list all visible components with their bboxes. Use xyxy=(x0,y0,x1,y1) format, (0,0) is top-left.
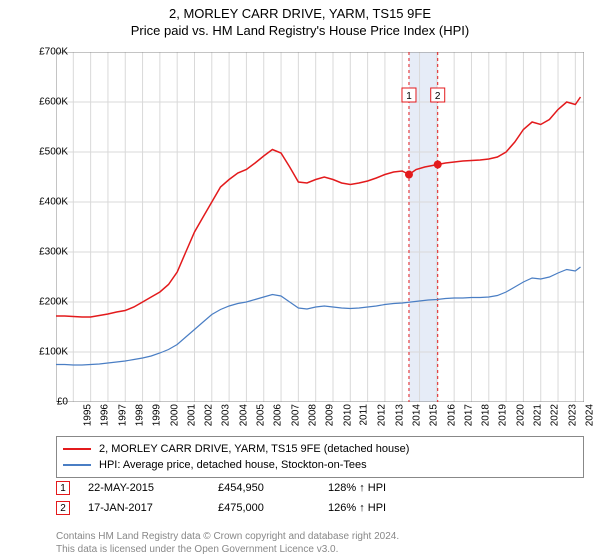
legend-row-property: 2, MORLEY CARR DRIVE, YARM, TS15 9FE (de… xyxy=(63,441,577,457)
svg-text:2: 2 xyxy=(435,91,441,102)
x-tick-label: 1999 xyxy=(151,404,162,426)
sale-pct-1: 128% ↑ HPI xyxy=(328,482,448,494)
sale-date-2: 17-JAN-2017 xyxy=(88,502,218,514)
y-tick-label: £700K xyxy=(16,47,68,58)
x-tick-label: 2000 xyxy=(169,404,180,426)
y-tick-label: £100K xyxy=(16,347,68,358)
sales-table: 1 22-MAY-2015 £454,950 128% ↑ HPI 2 17-J… xyxy=(56,478,448,518)
x-tick-label: 2020 xyxy=(515,404,526,426)
x-tick-label: 1997 xyxy=(117,404,128,426)
x-tick-label: 1998 xyxy=(134,404,145,426)
title-address: 2, MORLEY CARR DRIVE, YARM, TS15 9FE xyxy=(0,6,600,23)
sale-pct-2: 126% ↑ HPI xyxy=(328,502,448,514)
x-tick-label: 2001 xyxy=(186,404,197,426)
x-tick-label: 2012 xyxy=(377,404,388,426)
title-block: 2, MORLEY CARR DRIVE, YARM, TS15 9FE Pri… xyxy=(0,0,600,40)
sale-marker-1: 1 xyxy=(56,481,70,495)
x-tick-label: 2014 xyxy=(411,404,422,426)
legend-label-property: 2, MORLEY CARR DRIVE, YARM, TS15 9FE (de… xyxy=(99,443,409,455)
x-tick-label: 2002 xyxy=(203,404,214,426)
x-tick-label: 2022 xyxy=(550,404,561,426)
x-tick-label: 2008 xyxy=(307,404,318,426)
x-tick-label: 2009 xyxy=(325,404,336,426)
x-tick-label: 1995 xyxy=(82,404,93,426)
x-tick-label: 2006 xyxy=(273,404,284,426)
y-tick-label: £500K xyxy=(16,147,68,158)
legend-box: 2, MORLEY CARR DRIVE, YARM, TS15 9FE (de… xyxy=(56,436,584,478)
svg-text:1: 1 xyxy=(406,91,412,102)
x-tick-label: 2007 xyxy=(290,404,301,426)
x-tick-label: 2017 xyxy=(463,404,474,426)
x-tick-label: 2019 xyxy=(498,404,509,426)
x-tick-label: 2004 xyxy=(238,404,249,426)
footer-line1: Contains HM Land Registry data © Crown c… xyxy=(56,531,399,544)
y-tick-label: £400K xyxy=(16,197,68,208)
x-tick-label: 2021 xyxy=(532,404,543,426)
x-tick-label: 1996 xyxy=(100,404,111,426)
title-subtitle: Price paid vs. HM Land Registry's House … xyxy=(0,23,600,40)
legend-row-hpi: HPI: Average price, detached house, Stoc… xyxy=(63,457,577,473)
sale-price-1: £454,950 xyxy=(218,482,328,494)
sale-row-2: 2 17-JAN-2017 £475,000 126% ↑ HPI xyxy=(56,498,448,518)
x-tick-label: 2011 xyxy=(358,404,369,426)
y-tick-label: £200K xyxy=(16,297,68,308)
x-tick-label: 2024 xyxy=(584,404,595,426)
x-tick-label: 2005 xyxy=(255,404,266,426)
y-tick-label: £0 xyxy=(16,397,68,408)
legend-label-hpi: HPI: Average price, detached house, Stoc… xyxy=(99,459,367,471)
chart-svg: 12 xyxy=(56,52,584,402)
sale-date-1: 22-MAY-2015 xyxy=(88,482,218,494)
chart-area: 12 xyxy=(56,52,584,402)
x-tick-label: 2023 xyxy=(567,404,578,426)
footer-attribution: Contains HM Land Registry data © Crown c… xyxy=(56,531,399,556)
x-tick-label: 2018 xyxy=(480,404,491,426)
x-tick-label: 2013 xyxy=(394,404,405,426)
x-tick-label: 2016 xyxy=(446,404,457,426)
sale-marker-2: 2 xyxy=(56,501,70,515)
footer-line2: This data is licensed under the Open Gov… xyxy=(56,544,399,557)
sale-row-1: 1 22-MAY-2015 £454,950 128% ↑ HPI xyxy=(56,478,448,498)
sale-price-2: £475,000 xyxy=(218,502,328,514)
y-tick-label: £600K xyxy=(16,97,68,108)
legend-swatch-hpi xyxy=(63,464,91,466)
x-tick-label: 2010 xyxy=(342,404,353,426)
x-tick-label: 2015 xyxy=(428,404,439,426)
x-tick-label: 2003 xyxy=(221,404,232,426)
chart-container: 2, MORLEY CARR DRIVE, YARM, TS15 9FE Pri… xyxy=(0,0,600,560)
y-tick-label: £300K xyxy=(16,247,68,258)
legend-swatch-property xyxy=(63,448,91,450)
